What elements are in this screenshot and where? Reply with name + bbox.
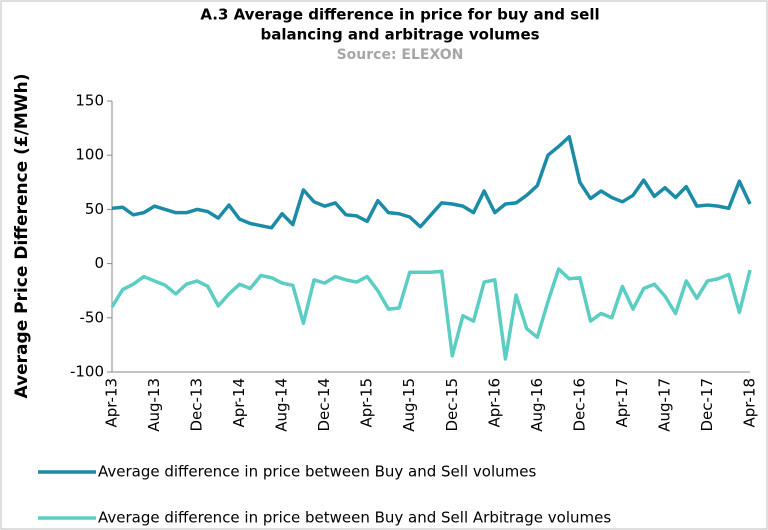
chart-title: A.3 Average difference in price for buy … <box>200 6 599 24</box>
y-tick-label: 50 <box>85 200 104 218</box>
y-tick-label: -50 <box>80 308 105 326</box>
x-tick-label: Dec-15 <box>443 378 461 432</box>
x-tick-label: Apr-15 <box>358 378 376 428</box>
y-axis-label: Average Price Difference (£/MWh) <box>12 74 32 399</box>
legend-label: Average difference in price between Buy … <box>98 509 611 527</box>
x-tick-label: Apr-16 <box>485 378 503 428</box>
x-tick-label: Aug-16 <box>528 378 546 432</box>
x-tick-label: Aug-13 <box>145 378 163 432</box>
x-tick-label: Apr-17 <box>613 378 631 428</box>
legend-label: Average difference in price between Buy … <box>98 463 536 481</box>
x-tick-label: Apr-13 <box>103 378 121 428</box>
y-tick-label: 0 <box>94 254 104 272</box>
x-tick-label: Aug-15 <box>400 378 418 432</box>
x-tick-label: Apr-18 <box>741 378 759 428</box>
y-tick-label: 150 <box>75 92 104 110</box>
y-tick-label: -100 <box>70 363 104 381</box>
x-tick-label: Apr-14 <box>230 378 248 428</box>
x-tick-label: Dec-13 <box>188 378 206 432</box>
x-tick-label: Aug-14 <box>273 378 291 432</box>
x-tick-label: Dec-14 <box>315 378 333 432</box>
x-tick-label: Dec-16 <box>570 378 588 432</box>
chart-title: balancing and arbitrage volumes <box>260 26 539 44</box>
chart-subtitle: Source: ELEXON <box>337 47 464 63</box>
series-line <box>110 267 752 361</box>
x-tick-label: Dec-17 <box>698 378 716 432</box>
y-tick-label: 100 <box>75 146 104 164</box>
x-tick-label: Aug-17 <box>655 378 673 432</box>
series-line <box>111 135 752 230</box>
